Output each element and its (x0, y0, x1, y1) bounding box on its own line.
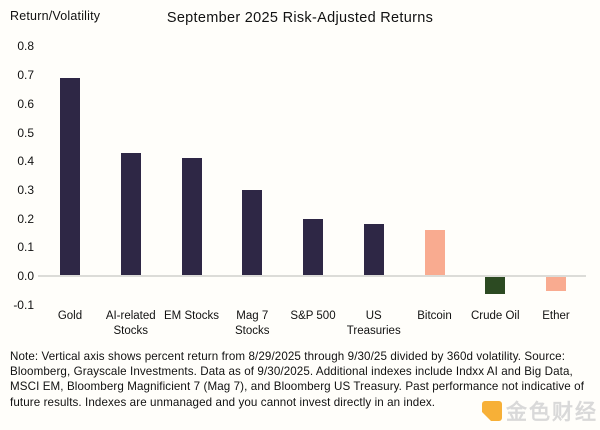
x-axis-label-us-treasuries: US Treasuries (346, 310, 401, 337)
bar-gold (60, 77, 80, 276)
y-tick-label: 0.4 (17, 154, 34, 169)
x-axis-label-s-p-500: S&P 500 (290, 310, 336, 322)
y-tick-label: 0.8 (17, 39, 34, 54)
y-tick-label: -0.1 (13, 297, 34, 312)
x-axis-label-gold: Gold (57, 310, 83, 322)
bar-bitcoin (424, 230, 445, 276)
y-tick-label: 0.3 (17, 182, 34, 197)
x-axis-label-em-stocks: EM Stocks (164, 310, 219, 322)
watermark: 金色财经 (482, 396, 598, 426)
bar-crude-oil (485, 277, 506, 295)
jinse-finance-logo-icon (482, 401, 502, 421)
y-tick-label: 0.2 (17, 211, 34, 226)
y-axis-title: Return/Volatility (10, 9, 101, 23)
x-axis-label-bitcoin: Bitcoin (417, 310, 452, 322)
bar-s-p-500 (303, 218, 323, 276)
plot-area: 0.8 0.7 0.6 0.5 0.4 0.3 0.2 0.1 0.0 -0.1 Gold AI-re… (13, 39, 586, 337)
x-axis-label-crude-oil: Crude Oil (470, 310, 520, 322)
x-axis-label-mag-7-stocks: Mag 7 Stocks (234, 310, 270, 337)
bar-us-treasuries (363, 224, 384, 276)
y-tick-label: 0.5 (17, 125, 34, 140)
watermark-text: 金色财经 (506, 401, 598, 424)
y-tick-label: 0.0 (17, 269, 34, 283)
bar-mag-7-stocks (242, 189, 263, 276)
y-tick-label: 0.6 (17, 96, 34, 111)
note-text: Note: Vertical axis shows percent return… (10, 350, 585, 409)
bar-em-stocks (181, 158, 202, 276)
y-tick-label: 0.1 (17, 240, 34, 255)
zero-axis-line (38, 275, 586, 277)
x-axis-label-ai-related-stocks: AI-related Stocks (105, 310, 156, 337)
bar-ether (546, 277, 566, 292)
x-axis-label-ether: Ether (542, 310, 570, 322)
bar-ai-related-stocks (120, 152, 141, 276)
chart-title: September 2025 Risk-Adjusted Returns (166, 10, 434, 26)
y-tick-label: 0.7 (17, 68, 34, 83)
